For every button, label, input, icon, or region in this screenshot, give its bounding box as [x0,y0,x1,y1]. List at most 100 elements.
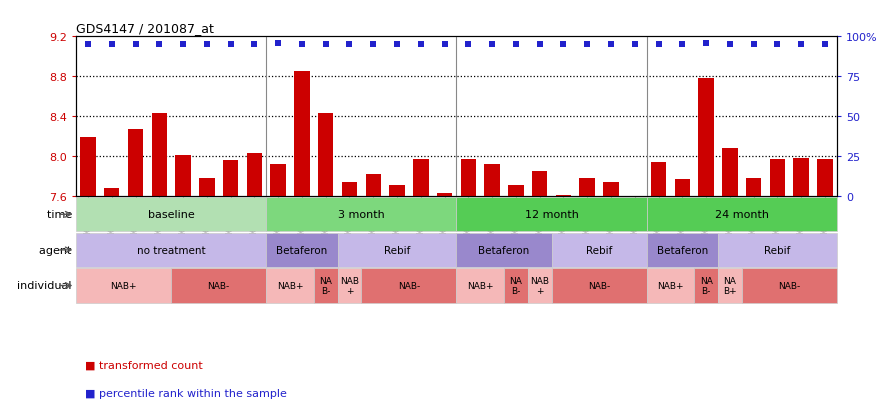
Bar [717,269,741,303]
Bar [645,269,694,303]
Bar [741,269,836,303]
Bar [104,189,119,197]
Point [674,42,688,48]
Bar [413,160,428,197]
Text: Rebif: Rebif [763,245,789,255]
Bar [650,163,665,197]
Point [318,42,333,48]
Text: NA
B-: NA B- [319,276,332,295]
Text: Betaferon: Betaferon [276,245,327,255]
Point [556,42,570,48]
Point [366,42,380,48]
Text: ■ percentile rank within the sample: ■ percentile rank within the sample [85,388,287,398]
Bar [816,160,831,197]
Bar [456,198,645,232]
Text: NAB-: NAB- [777,281,799,290]
Point [105,42,119,48]
Bar [266,198,456,232]
Text: time: time [46,210,75,220]
Text: Rebif: Rebif [384,245,409,255]
Text: NAB
+: NAB + [340,276,358,295]
Bar [694,269,717,303]
Bar [337,233,456,267]
Point [817,42,831,48]
Point [80,42,95,48]
Text: no treatment: no treatment [137,245,206,255]
Point [721,42,736,48]
Text: NAB+: NAB+ [276,281,303,290]
Point [770,42,784,48]
Text: NA
B+: NA B+ [722,276,736,295]
Point [224,42,238,48]
Text: individual: individual [17,281,75,291]
Bar [171,269,266,303]
Point [603,42,618,48]
Point [698,40,713,47]
Bar [436,194,451,197]
Text: NAB+: NAB+ [656,281,683,290]
Point [627,42,641,48]
Bar [460,160,476,197]
Point [579,42,594,48]
Point [152,42,166,48]
Bar [361,269,456,303]
Text: GDS4147 / 201087_at: GDS4147 / 201087_at [76,21,214,35]
Point [437,42,451,48]
Point [485,42,499,48]
Point [793,42,807,48]
Bar [317,114,333,197]
Bar [151,114,167,197]
Point [199,42,214,48]
Bar [314,269,337,303]
Text: NAB
+: NAB + [529,276,549,295]
Bar [456,233,551,267]
Point [294,42,308,48]
Bar [674,180,689,197]
Bar [697,79,713,197]
Bar [76,198,266,232]
Bar [717,233,836,267]
Bar [128,130,143,197]
Bar [266,233,337,267]
Point [413,42,427,48]
Text: NAB+: NAB+ [110,281,137,290]
Text: agent: agent [39,245,75,255]
Bar [266,269,314,303]
Text: Betaferon: Betaferon [656,245,707,255]
Bar [551,233,645,267]
Bar [76,233,266,267]
Text: Rebif: Rebif [586,245,611,255]
Point [342,42,356,48]
Bar [527,269,551,303]
Bar [365,175,381,197]
Point [651,42,665,48]
Bar [603,183,618,197]
Bar [555,196,570,197]
Bar [508,186,523,197]
Point [532,42,546,48]
Text: NAB+: NAB+ [467,281,493,290]
Point [460,42,475,48]
Bar [721,149,737,197]
Bar [294,72,309,197]
Bar [337,269,361,303]
Point [390,42,404,48]
Text: NA
B-: NA B- [509,276,522,295]
Bar [578,179,595,197]
Text: 3 month: 3 month [338,210,384,220]
Text: baseline: baseline [148,210,194,220]
Bar [484,165,499,197]
Point [128,42,142,48]
Bar [389,186,404,197]
Bar [342,183,357,197]
Bar [531,172,547,197]
Bar [456,269,503,303]
Point [746,42,760,48]
Text: 12 month: 12 month [524,210,578,220]
Bar [645,233,717,267]
Bar [745,179,761,197]
Text: NAB-: NAB- [587,281,610,290]
Bar [503,269,527,303]
Bar [76,269,171,303]
Bar [270,165,285,197]
